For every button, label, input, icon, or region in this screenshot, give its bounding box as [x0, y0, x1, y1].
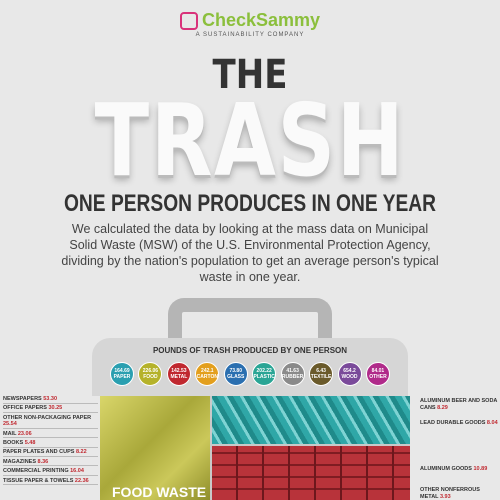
summary-value: 164.69 — [114, 368, 130, 374]
paper-item: OFFICE PAPERS 30.25 — [3, 405, 98, 413]
summary-label: METAL — [170, 374, 188, 380]
metal-item: OTHER NONFERROUS METAL 3.93 — [420, 487, 498, 500]
item-label: ALUMINUM BEER AND SODA CANS — [420, 398, 498, 411]
summary-circle: 654.2 WOOD — [337, 362, 362, 386]
summary-value: 202.22 — [256, 368, 272, 374]
item-value: 30.25 — [48, 405, 63, 412]
intro: We calculated the data by looking at the… — [61, 222, 439, 284]
summary-circle: 226.06 FOOD — [138, 362, 163, 386]
item-label: BOOKS — [3, 440, 24, 447]
summary-label: GLASS — [227, 374, 245, 380]
brand: CheckSammy — [0, 10, 500, 31]
paper-item: TISSUE PAPER & TOWELS 22.36 — [3, 478, 98, 486]
summary-value: 226.06 — [142, 368, 159, 374]
summary-label: TEXTILE — [310, 374, 332, 380]
summary-value: 73.80 — [229, 368, 242, 374]
summary-label: PAPER — [113, 374, 131, 380]
summary-title: POUNDS OF TRASH PRODUCED BY ONE PERSON — [152, 346, 348, 355]
paper-list: NEWSPAPERS 53.30 OFFICE PAPERS 30.25 OTHER… — [3, 396, 98, 487]
paper-image — [212, 396, 410, 444]
summary-label: PLASTIC — [253, 374, 275, 380]
summary-label: OTHER — [369, 374, 387, 380]
metal-item: ALUMINUM GOODS 10.89 — [420, 466, 498, 473]
item-value: 53.30 — [43, 396, 58, 402]
item-label: PAPER PLATES AND CUPS — [3, 449, 75, 456]
subtitle: ONE PERSON PRODUCES IN ONE YEAR — [64, 190, 436, 217]
summary-value: 142.53 — [171, 368, 187, 374]
metal-item: LEAD DURABLE GOODS 8.04 — [420, 420, 498, 427]
item-label: ALUMINUM GOODS — [420, 466, 472, 472]
paper-item: PAPER PLATES AND CUPS 8.22 — [3, 449, 98, 457]
item-label: OTHER NON-PACKAGING PAPER — [3, 414, 92, 421]
item-value: 23.06 — [17, 430, 32, 437]
summary-circle: 242.1 CARTON — [195, 362, 220, 386]
summary-label: RUBBER — [281, 374, 304, 380]
paper-item: BOOKS 5.48 — [3, 440, 98, 448]
item-value: 22.36 — [74, 477, 89, 484]
item-label: LEAD DURABLE GOODS — [420, 420, 486, 426]
brand-name: CheckSammy — [201, 10, 321, 30]
kicker: THE — [212, 52, 288, 98]
summary-value: 654.2 — [343, 368, 356, 374]
summary-circle: 6.43 TEXTILE — [309, 362, 334, 386]
summary-circle: 164.69 PAPER — [110, 362, 134, 386]
summary-circle: 142.53 METAL — [166, 362, 191, 386]
paper-item: MAIL 23.06 — [3, 431, 98, 439]
summary-circle: 202.22 PLASTIC — [252, 362, 277, 386]
item-label: COMMERCIAL PRINTING — [3, 468, 69, 475]
item-label: TISSUE PAPER & TOWELS — [3, 477, 74, 484]
item-value: 3.93 — [439, 493, 451, 500]
summary-value: 84.01 — [371, 368, 385, 374]
summary-value: 6.43 — [316, 368, 326, 374]
summary-circle: 84.01 OTHER — [365, 362, 390, 386]
metal-image-lines — [212, 446, 410, 500]
item-value: 16.04 — [70, 468, 84, 475]
logo-icon — [179, 12, 198, 31]
item-label: NEWSPAPERS — [3, 396, 42, 402]
tagline: A SUSTAINABILITY COMPANY — [195, 32, 305, 38]
item-label: OTHER NONFERROUS METAL — [420, 487, 480, 500]
item-value: 8.29 — [437, 404, 448, 411]
summary-value: 41.63 — [286, 368, 299, 374]
item-value: 8.04 — [486, 420, 498, 426]
item-value: 10.89 — [473, 466, 488, 472]
summary-label: WOOD — [341, 374, 358, 380]
food-image — [100, 396, 210, 500]
item-value: 25.54 — [3, 421, 17, 428]
summary-label: FOOD — [143, 374, 158, 380]
item-label: MAIL — [3, 430, 17, 437]
summary-circle: 41.63 RUBBER — [280, 362, 305, 386]
metal-item: ALUMINUM BEER AND SODA CANS 8.29 — [420, 398, 498, 411]
item-label: OFFICE PAPERS — [3, 405, 47, 412]
title: TRASH — [94, 82, 406, 199]
item-value: 8.22 — [75, 449, 87, 456]
paper-item: NEWSPAPERS 53.30 — [3, 396, 98, 404]
summary-value: 242.1 — [201, 368, 214, 374]
summary-circle: 73.80 GLASS — [223, 362, 248, 386]
food-label: FOOD WASTE — [112, 484, 207, 500]
paper-item: MAGAZINES 8.36 — [3, 459, 98, 467]
item-value: 5.48 — [24, 440, 36, 447]
summary-label: CARTON — [196, 374, 218, 380]
paper-item: OTHER NON-PACKAGING PAPER 25.54 — [3, 415, 98, 429]
item-value: 8.36 — [37, 458, 49, 465]
summary-circles: 164.69 PAPER 226.06 FOOD 142.53 METAL 242.1 CAR… — [110, 362, 390, 386]
item-label: MAGAZINES — [3, 458, 36, 465]
paper-item: COMMERCIAL PRINTING 16.04 — [3, 468, 98, 476]
